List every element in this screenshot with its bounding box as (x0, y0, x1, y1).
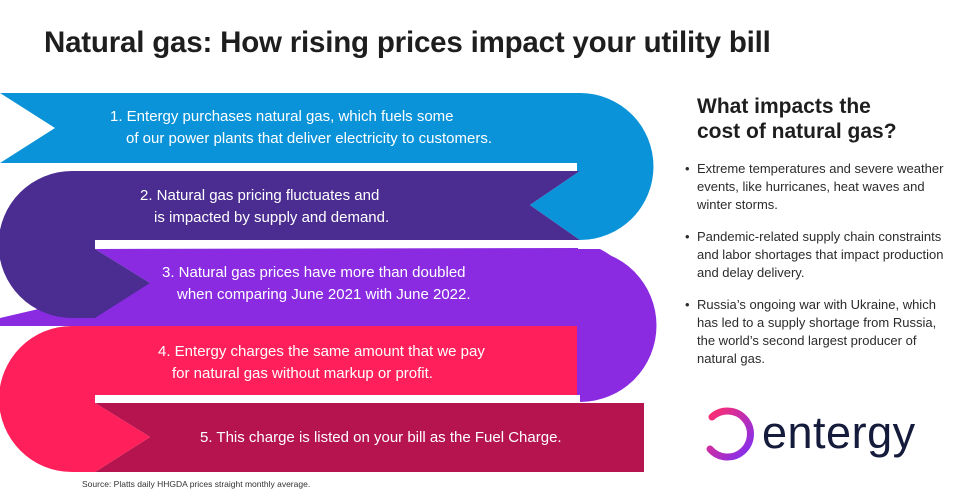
entergy-e-logo-icon (704, 407, 754, 461)
step-5-text: 5. This charge is listed on your bill as… (200, 427, 600, 449)
step-5-line1: 5. This charge is listed on your bill as… (200, 429, 562, 446)
sidebar-heading: What impacts the cost of natural gas? (697, 94, 947, 144)
flow-band-1 (0, 93, 654, 240)
step-3-line1: 3. Natural gas prices have more than dou… (162, 264, 466, 281)
flow-band-5 (95, 403, 644, 472)
flow-band-3-body (0, 249, 641, 326)
impact-factors-list: Extreme temperatures and severe weather … (685, 160, 947, 382)
entergy-wordmark: entergy (762, 407, 916, 458)
step-1-text: 1. Entergy purchases natural gas, which … (110, 106, 492, 150)
list-item: Pandemic-related supply chain constraint… (685, 228, 947, 282)
list-item: Russia’s ongoing war with Ukraine, which… (685, 296, 947, 368)
sidebar-heading-line1: What impacts the (697, 95, 871, 118)
step-4-line1: 4. Entergy charges the same amount that … (158, 343, 485, 360)
step-2-line1: 2. Natural gas pricing fluctuates and (140, 187, 380, 204)
step-2-line2: is impacted by supply and demand. (154, 209, 390, 226)
step-2-text: 2. Natural gas pricing fluctuates and is… (140, 185, 400, 229)
step-4-text: 4. Entergy charges the same amount that … (158, 341, 518, 385)
step-4-line2: for natural gas without markup or profit… (172, 365, 433, 382)
source-note: Source: Platts daily HHGDA prices straig… (82, 479, 311, 489)
list-item: Extreme temperatures and severe weather … (685, 160, 947, 214)
step-3-text: 3. Natural gas prices have more than dou… (162, 262, 492, 306)
sidebar-heading-line2: cost of natural gas? (697, 120, 897, 143)
entergy-logo: entergy (700, 403, 950, 467)
step-3-line2: when comparing June 2021 with June 2022. (177, 286, 471, 303)
flow-band-4-turn (0, 326, 578, 472)
step-1-line2: of our power plants that deliver electri… (126, 130, 492, 147)
page-title: Natural gas: How rising prices impact yo… (44, 26, 771, 59)
step-1-line1: 1. Entergy purchases natural gas, which … (110, 108, 454, 125)
flow-band-2 (0, 171, 580, 318)
